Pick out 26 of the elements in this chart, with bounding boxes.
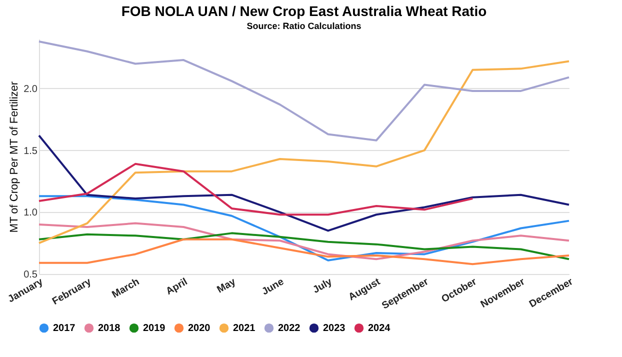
legend-label: 2018 [98,323,121,334]
y-axis-title: MT of Crop Per MT of Fertilizer [8,81,21,233]
legend-label: 2017 [53,323,76,334]
chart-title: FOB NOLA UAN / New Crop East Australia Wheat Ratio [121,3,487,19]
line-series [38,134,570,232]
line-series [38,60,570,244]
y-tick-label: 1.0 [24,208,38,219]
x-tick-label: May [215,276,238,296]
legend-label: 2019 [143,323,166,334]
line-series [38,238,570,266]
legend-label: 2020 [188,323,211,334]
line-series [38,162,474,216]
line-series [38,222,570,260]
line-series [38,195,570,262]
chart-subtitle: Source: Ratio Calculations [246,21,362,31]
y-tick-label: 0.5 [24,270,38,280]
legend-label: 2023 [323,323,346,334]
line-series [38,40,570,142]
legend-label: 2021 [233,323,256,334]
y-tick-label: 2.0 [24,84,38,95]
x-tick-label: July [311,276,334,296]
x-tick-label: June [260,276,286,298]
line-series [38,232,570,260]
legend-label: 2022 [278,323,301,334]
y-tick-label: 1.5 [24,146,38,157]
legend-label: 2024 [368,323,391,334]
